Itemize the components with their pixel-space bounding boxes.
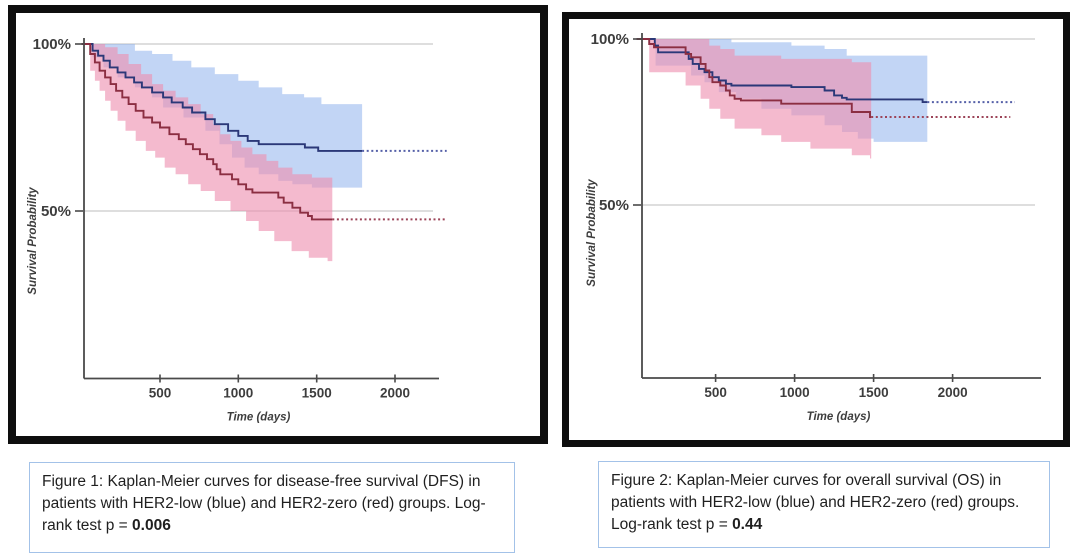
km-chart-dfs: 100% 50% 500 1000 1500 2000 Time (days) Surviva… [27,36,447,424]
y-tick-label: 100% [591,31,629,48]
figure2-caption: Figure 2: Kaplan-Meier curves for overal… [598,461,1050,548]
x-tick-label: 2000 [938,385,968,400]
figure1-caption-pvalue: 0.006 [132,517,171,534]
figure1-caption: Figure 1: Kaplan-Meier curves for diseas… [29,462,515,553]
figure2-caption-text: Figure 2: Kaplan-Meier curves for overal… [611,472,1020,533]
her2-zero-survival-curve [636,38,872,118]
figure2-panel: 100% 50% 500 1000 1500 2000 Time (days) Surviva… [562,12,1070,447]
x-tick-label: 500 [149,386,172,401]
x-tick-label: 1000 [780,385,810,400]
x-axis-title: Time (days) [227,412,291,424]
x-tick-label: 500 [704,385,727,400]
y-axis-title: Survival Probability [27,187,39,295]
her2-zero-confidence-band [636,39,872,159]
x-tick-label: 1000 [223,386,253,401]
figure2-caption-pvalue: 0.44 [732,516,763,533]
x-tick-label: 1500 [302,386,332,401]
x-tick-label: 1500 [859,385,889,400]
her2-zero-survival-curve [81,43,333,221]
her2-zero-confidence-band [81,44,333,262]
her2-low-survival-curve [636,38,928,104]
y-tick-label: 50% [41,203,71,220]
y-axis-title: Survival Probability [586,179,598,287]
y-tick-label: 50% [599,197,629,214]
x-axis-title: Time (days) [807,411,871,423]
her2-low-survival-curve [81,43,363,152]
y-tick-label: 100% [33,36,71,53]
x-tick-label: 2000 [380,386,410,401]
figure1-caption-text: Figure 1: Kaplan-Meier curves for diseas… [42,473,486,534]
km-chart-os: 100% 50% 500 1000 1500 2000 Time (days) Surviva… [586,31,1041,423]
figure1-panel: 100% 50% 500 1000 1500 2000 Time (days) Surviva… [8,5,548,444]
